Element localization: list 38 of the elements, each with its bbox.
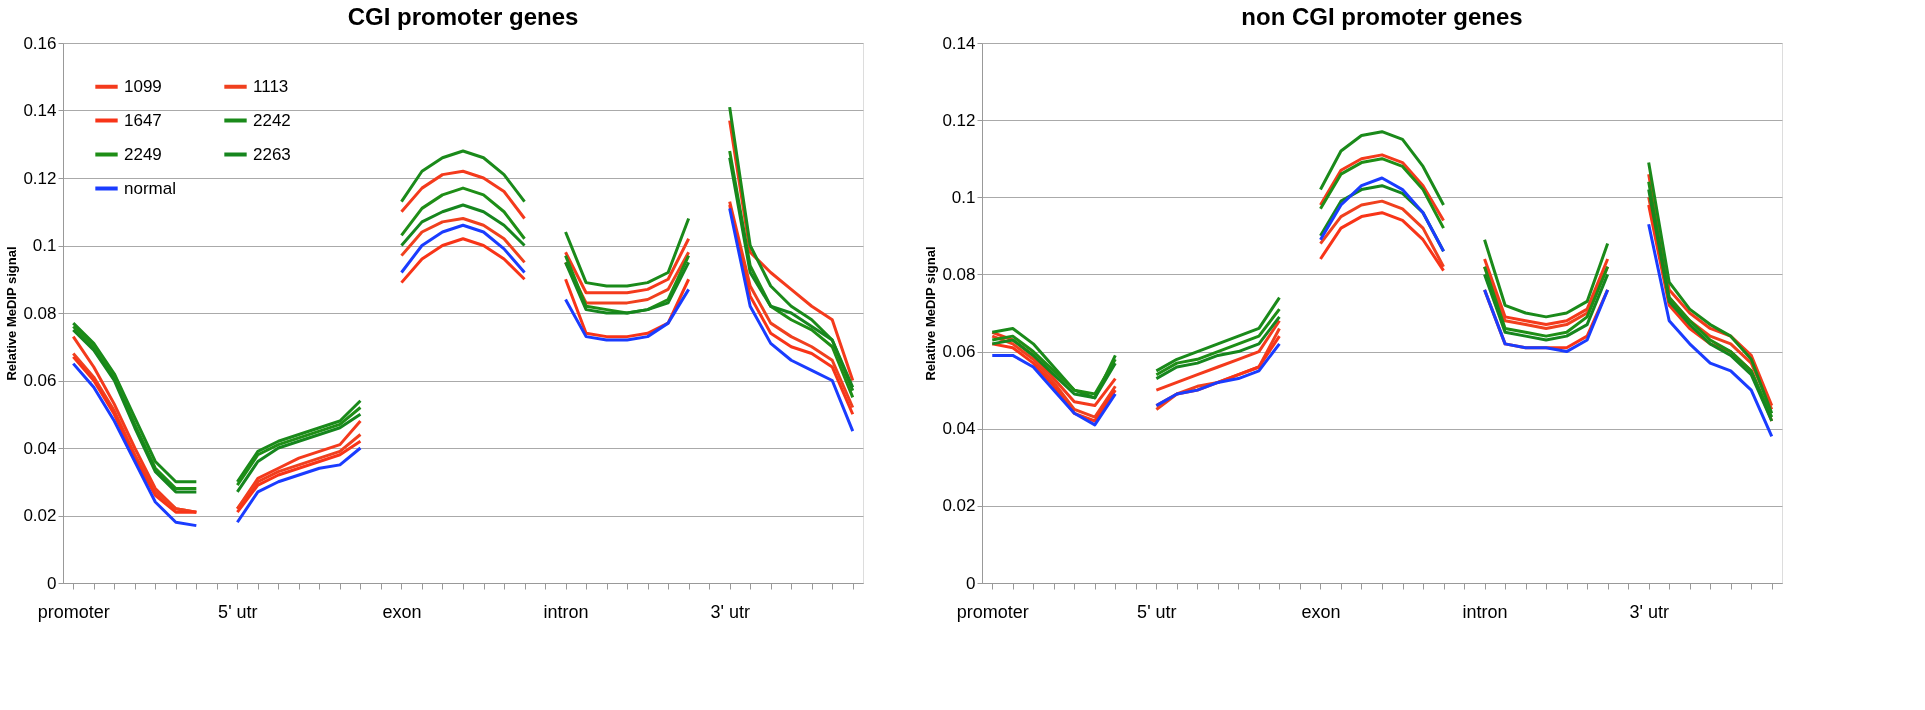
y-tick-label: 0.04 <box>942 419 976 439</box>
x-tick-label: 3' utr <box>710 601 750 622</box>
y-tick-label: 0.04 <box>23 438 57 458</box>
y-tick-label: 0.02 <box>23 506 57 525</box>
legend-label: 2249 <box>124 144 162 164</box>
x-tick-label: 5' utr <box>1137 601 1177 622</box>
legend-label: 1113 <box>253 76 289 96</box>
y-tick-label: 0 <box>47 573 57 593</box>
x-tick-label: 3' utr <box>1629 601 1669 622</box>
y-tick-label: 0.14 <box>23 101 57 120</box>
y-tick-label: 0.08 <box>23 303 57 323</box>
x-tick-label: 5' utr <box>218 601 258 622</box>
y-tick-label: 0.14 <box>942 33 976 53</box>
x-tick-label: promoter <box>956 601 1029 622</box>
legend-label: normal <box>124 178 176 198</box>
y-tick-label: 0.12 <box>23 168 57 188</box>
x-tick-label: intron <box>543 601 589 622</box>
x-tick-label: exon <box>382 601 422 622</box>
chart-title: non CGI promoter genes <box>1241 3 1523 30</box>
chart-title: CGI promoter genes <box>347 3 579 30</box>
legend-label: 2242 <box>253 110 291 130</box>
y-tick-label: 0.06 <box>23 371 57 390</box>
y-tick-label: 0.1 <box>951 187 976 207</box>
y-axis-title: Relative MeDIP signal <box>4 246 20 381</box>
legend-label: 2263 <box>253 144 291 164</box>
y-tick-label: 0.06 <box>942 342 976 362</box>
x-tick-label: intron <box>1462 601 1508 622</box>
y-tick-label: 0.16 <box>23 33 57 53</box>
y-tick-label: 0.08 <box>942 264 976 284</box>
y-axis-title: Relative MeDIP signal <box>923 246 939 381</box>
x-tick-label: exon <box>1301 601 1341 622</box>
y-tick-label: 0.1 <box>32 236 57 255</box>
x-tick-label: promoter <box>37 601 110 622</box>
legend-label: 1647 <box>124 110 162 130</box>
legend-label: 1099 <box>124 76 162 96</box>
y-tick-label: 0.02 <box>942 496 976 516</box>
y-tick-label: 0 <box>966 573 976 593</box>
y-tick-label: 0.12 <box>942 110 976 130</box>
